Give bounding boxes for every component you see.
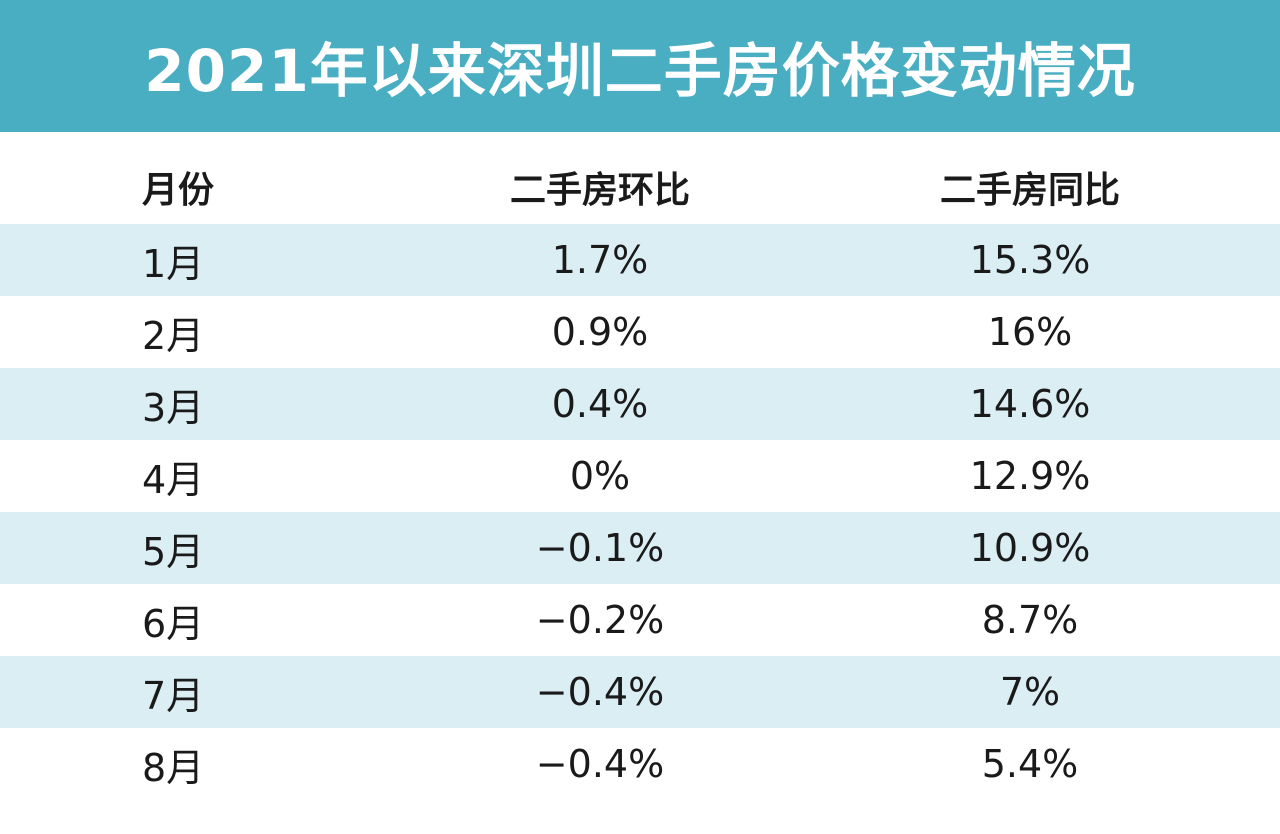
table-row: 5月 −0.1% 10.9%	[0, 512, 1280, 584]
cell-month: 8月	[142, 745, 205, 790]
cell-mom: −0.2%	[535, 598, 665, 642]
cell-yoy: 7%	[999, 670, 1061, 714]
table-row: 4月 0% 12.9%	[0, 440, 1280, 512]
cell-yoy: 5.4%	[981, 742, 1079, 786]
cell-yoy: 8.7%	[981, 598, 1079, 642]
cell-month: 5月	[142, 529, 205, 574]
cell-yoy: 14.6%	[969, 382, 1091, 426]
cell-mom: −0.4%	[535, 742, 665, 786]
cell-yoy: 12.9%	[969, 454, 1091, 498]
cell-month: 7月	[142, 673, 205, 718]
price-table: 月份 二手房环比 二手房同比 1月 1.7% 15.3% 2月 0.9% 16% 3月 0.4…	[0, 150, 1280, 800]
table-header-row: 月份 二手房环比 二手房同比	[0, 150, 1280, 224]
table-row: 7月 −0.4% 7%	[0, 656, 1280, 728]
cell-month: 2月	[142, 313, 205, 358]
table-row: 6月 −0.2% 8.7%	[0, 584, 1280, 656]
table-row: 3月 0.4% 14.6%	[0, 368, 1280, 440]
table-row: 8月 −0.4% 5.4%	[0, 728, 1280, 800]
cell-month: 4月	[142, 457, 205, 502]
cell-month: 3月	[142, 385, 205, 430]
cell-mom: 0.9%	[551, 310, 649, 354]
cell-yoy: 10.9%	[969, 526, 1091, 570]
cell-yoy: 15.3%	[969, 238, 1091, 282]
header-month: 月份	[142, 170, 215, 211]
cell-yoy: 16%	[987, 310, 1073, 354]
chart-title: 2021年以来深圳二手房价格变动情况	[144, 37, 1136, 105]
cell-mom: −0.4%	[535, 670, 665, 714]
cell-mom: −0.1%	[535, 526, 665, 570]
cell-month: 1月	[142, 241, 205, 286]
cell-mom: 0.4%	[551, 382, 649, 426]
header-yoy: 二手房同比	[939, 170, 1120, 211]
cell-mom: 0%	[569, 454, 631, 498]
cell-mom: 1.7%	[551, 238, 649, 282]
table-row: 2月 0.9% 16%	[0, 296, 1280, 368]
table-body: 1月 1.7% 15.3% 2月 0.9% 16% 3月 0.4% 14.6% 4月 0% 12.9%…	[0, 224, 1280, 800]
title-bar: 2021年以来深圳二手房价格变动情况	[0, 0, 1280, 132]
cell-month: 6月	[142, 601, 205, 646]
header-mom: 二手房环比	[509, 170, 690, 211]
table-row: 1月 1.7% 15.3%	[0, 224, 1280, 296]
